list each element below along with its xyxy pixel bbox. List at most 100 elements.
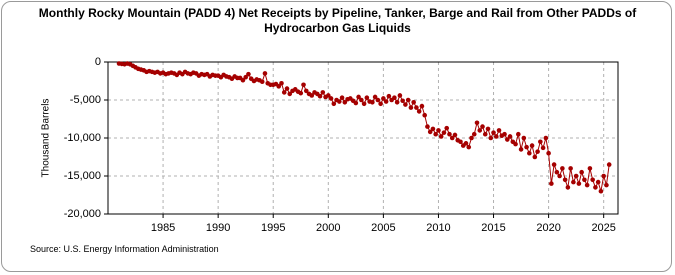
data-point — [276, 84, 282, 89]
data-point — [375, 97, 381, 103]
data-point — [447, 131, 452, 137]
data-point — [309, 93, 315, 98]
data-point — [480, 124, 485, 129]
data-point — [411, 99, 416, 105]
data-point — [386, 93, 392, 99]
y-tick-label: -10,000 — [64, 132, 101, 144]
data-point — [320, 90, 326, 95]
data-point — [243, 74, 248, 80]
data-point — [579, 169, 584, 175]
data-point — [571, 179, 576, 185]
data-point — [496, 128, 502, 133]
data-point — [359, 97, 364, 103]
data-point — [246, 71, 251, 77]
data-point — [458, 139, 463, 145]
data-point — [521, 135, 527, 141]
data-point — [595, 179, 601, 185]
x-tick-label: 2010 — [426, 222, 450, 234]
plot-frame — [107, 61, 619, 215]
data-point — [427, 129, 433, 135]
data-point — [405, 97, 411, 103]
data-point — [507, 134, 513, 139]
data-point — [444, 125, 450, 131]
data-point — [337, 99, 342, 104]
data-point — [397, 93, 403, 98]
data-point — [372, 94, 378, 100]
data-point — [383, 99, 389, 104]
data-point — [554, 169, 560, 175]
x-tick-label: 1985 — [151, 222, 175, 234]
data-point — [538, 139, 543, 145]
data-point — [326, 93, 331, 98]
x-tick-label: 1995 — [261, 222, 285, 234]
data-point — [568, 166, 573, 171]
data-point — [502, 131, 507, 137]
data-point — [516, 131, 521, 137]
data-point — [331, 101, 337, 107]
data-point — [474, 120, 480, 126]
data-point — [466, 144, 472, 150]
x-tick-label: 1990 — [206, 222, 230, 234]
data-point — [527, 150, 532, 156]
data-point — [301, 82, 306, 88]
data-point — [582, 177, 587, 183]
data-point — [262, 71, 268, 76]
data-point — [240, 77, 246, 83]
data-point — [601, 173, 606, 179]
data-point — [392, 95, 397, 101]
data-point — [471, 131, 477, 137]
data-point — [416, 109, 422, 114]
data-point — [449, 135, 455, 141]
data-point — [259, 79, 265, 85]
data-point — [524, 144, 529, 150]
y-tick-label: -15,000 — [64, 170, 101, 182]
y-axis-label: Thousand Barrels — [41, 99, 52, 178]
x-tick-label: 2015 — [481, 222, 505, 234]
data-point — [403, 102, 408, 107]
data-point — [408, 105, 414, 110]
data-point — [543, 135, 549, 141]
data-point — [414, 105, 419, 110]
data-point — [284, 86, 290, 91]
data-point — [328, 96, 334, 101]
data-point — [469, 135, 474, 141]
data-point — [529, 143, 535, 148]
data-point — [279, 80, 284, 86]
data-point — [573, 173, 579, 179]
data-point — [422, 112, 427, 118]
x-tick-label: 2005 — [371, 222, 395, 234]
data-point — [438, 134, 444, 139]
data-point — [604, 182, 609, 188]
data-point — [463, 141, 469, 146]
data-point — [378, 101, 383, 107]
data-point — [441, 130, 447, 135]
data-point — [504, 137, 510, 142]
data-point — [551, 162, 557, 167]
data-point — [540, 145, 546, 151]
data-point — [532, 154, 538, 160]
data-point — [287, 91, 293, 97]
data-point — [593, 185, 598, 190]
data-point — [587, 166, 593, 171]
series-line — [118, 63, 610, 192]
data-point — [560, 166, 565, 171]
x-tick-label: 2025 — [591, 222, 615, 234]
data-point — [303, 88, 309, 94]
data-point — [361, 101, 367, 107]
data-point — [485, 126, 491, 132]
data-point — [452, 132, 458, 138]
data-point — [317, 93, 323, 99]
chart-title: Monthly Rocky Mountain (PADD 4) Net Rece… — [38, 6, 637, 35]
data-point — [356, 94, 361, 100]
x-tick-label: 2000 — [316, 222, 340, 234]
data-point — [425, 124, 430, 129]
source-note: Source: U.S. Energy Information Administ… — [30, 244, 219, 254]
data-point — [381, 96, 386, 101]
data-point — [281, 90, 287, 95]
data-point — [562, 177, 568, 183]
data-point — [433, 131, 438, 137]
y-tick-label: -5,000 — [70, 94, 101, 106]
data-point — [436, 128, 441, 133]
data-point — [353, 100, 359, 106]
